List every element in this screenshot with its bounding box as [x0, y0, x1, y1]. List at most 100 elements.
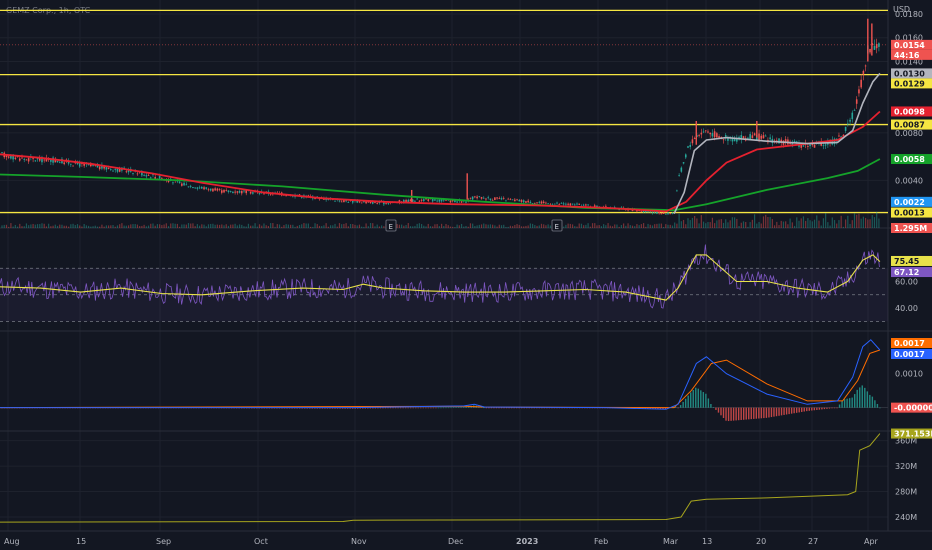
volume-badge-text: 1.295M — [894, 224, 927, 233]
macd-histogram-bar — [702, 392, 705, 408]
candle-body — [529, 201, 532, 203]
volume-bar — [467, 226, 469, 228]
macd-badge — [891, 402, 932, 413]
volume-bar — [452, 226, 454, 228]
price-badge-text: 0.0098 — [894, 107, 925, 116]
volume-pane — [1, 211, 880, 228]
volume-bar — [662, 226, 665, 228]
candle-body — [520, 199, 523, 202]
candle-body — [833, 138, 836, 144]
volume-bar — [21, 226, 23, 228]
volume-bar — [534, 225, 536, 228]
volume-bar — [165, 223, 167, 228]
volume-bar — [540, 223, 543, 228]
macd-histogram-bar — [551, 407, 553, 409]
volume-bar — [418, 223, 420, 228]
price-badge-text: 0.0130 — [894, 69, 925, 78]
candle-body — [385, 203, 387, 204]
volume-bar — [176, 223, 178, 228]
candle-body — [525, 201, 527, 203]
candle-body — [240, 190, 243, 194]
candle-body — [762, 135, 765, 139]
volume-bar — [871, 215, 873, 228]
candle-body — [152, 174, 154, 176]
volume-bar — [496, 226, 498, 228]
volume-bar — [139, 226, 141, 228]
volume-bar — [205, 226, 207, 228]
candle-body — [636, 210, 638, 212]
macd-histogram-bar — [462, 407, 465, 408]
volume-bar — [616, 224, 618, 228]
candle-body — [873, 46, 876, 50]
pane-separators[interactable] — [0, 0, 932, 532]
macd-histogram-bar — [387, 407, 389, 409]
candle-body — [764, 135, 767, 137]
macd-histogram-bar — [432, 407, 435, 409]
candle-body — [585, 204, 587, 206]
candle-body — [547, 203, 549, 205]
candle-body — [411, 199, 414, 202]
volume-bar — [651, 225, 654, 228]
volume-bar — [247, 223, 250, 228]
volume-bar — [349, 223, 352, 228]
candle-body — [869, 48, 871, 53]
candle-body — [824, 144, 827, 146]
volume-bar — [583, 225, 585, 228]
candle-body — [54, 158, 57, 163]
volume-bar — [243, 226, 245, 228]
volume-bar — [620, 224, 622, 228]
volume-bar — [125, 225, 127, 228]
volume-bar — [423, 225, 425, 228]
volume-bar — [714, 223, 716, 228]
volume-bar — [873, 217, 876, 228]
volume-bar — [170, 223, 172, 228]
time-axis[interactable]: Aug 15 Sep Oct Nov Dec 2023 Feb Mar 13 20 27 Apr — [4, 537, 879, 546]
obv-tick-label: 360M — [895, 437, 917, 446]
macd-histogram-bar — [712, 407, 715, 408]
macd-histogram-bar — [442, 407, 445, 409]
price-badge-text: 67.12 — [894, 268, 919, 277]
candle-body — [494, 197, 496, 200]
candle-body — [205, 187, 208, 189]
candle-body — [509, 199, 512, 201]
macd-histogram-bar — [324, 407, 326, 409]
candle-body — [96, 164, 99, 168]
volume-bar — [796, 217, 798, 228]
candle-body — [522, 200, 525, 203]
volume-bar — [813, 219, 816, 228]
macd-histogram-bar — [722, 407, 725, 418]
price-axis[interactable]: 0.0180 0.0160 0.0140 0.0080 0.0040 0.015444:1… — [891, 10, 932, 522]
candle-body — [769, 137, 771, 140]
price-badge — [891, 196, 932, 207]
macd-histogram-bar — [720, 407, 722, 416]
candle-body — [471, 196, 474, 200]
candle-body — [842, 134, 845, 136]
rsi-pane — [0, 244, 888, 322]
macd-histogram-bar — [319, 407, 321, 409]
candle-body — [425, 198, 427, 200]
candle-body — [109, 169, 112, 170]
volume-bar — [8, 226, 10, 228]
volume-bar — [429, 226, 432, 228]
macd-histogram-bar — [367, 407, 369, 409]
macd-histogram-bar — [427, 407, 430, 409]
candle-body — [736, 137, 738, 142]
candle-body — [365, 201, 367, 204]
macd-histogram-bar — [808, 407, 810, 411]
macd-histogram-bar — [460, 407, 462, 408]
volume-bar — [853, 213, 856, 228]
candle-body — [238, 191, 241, 193]
volume-bar — [825, 213, 827, 228]
macd-histogram-bar — [841, 400, 843, 408]
candle-body — [733, 138, 736, 142]
earnings-marker-label: E — [389, 223, 393, 231]
volume-bar — [87, 225, 90, 228]
volume-bar — [16, 226, 19, 228]
candle-body — [145, 175, 148, 177]
volume-bar — [656, 223, 658, 228]
volume-bar — [134, 224, 136, 228]
macd-histogram-bar — [357, 407, 359, 409]
